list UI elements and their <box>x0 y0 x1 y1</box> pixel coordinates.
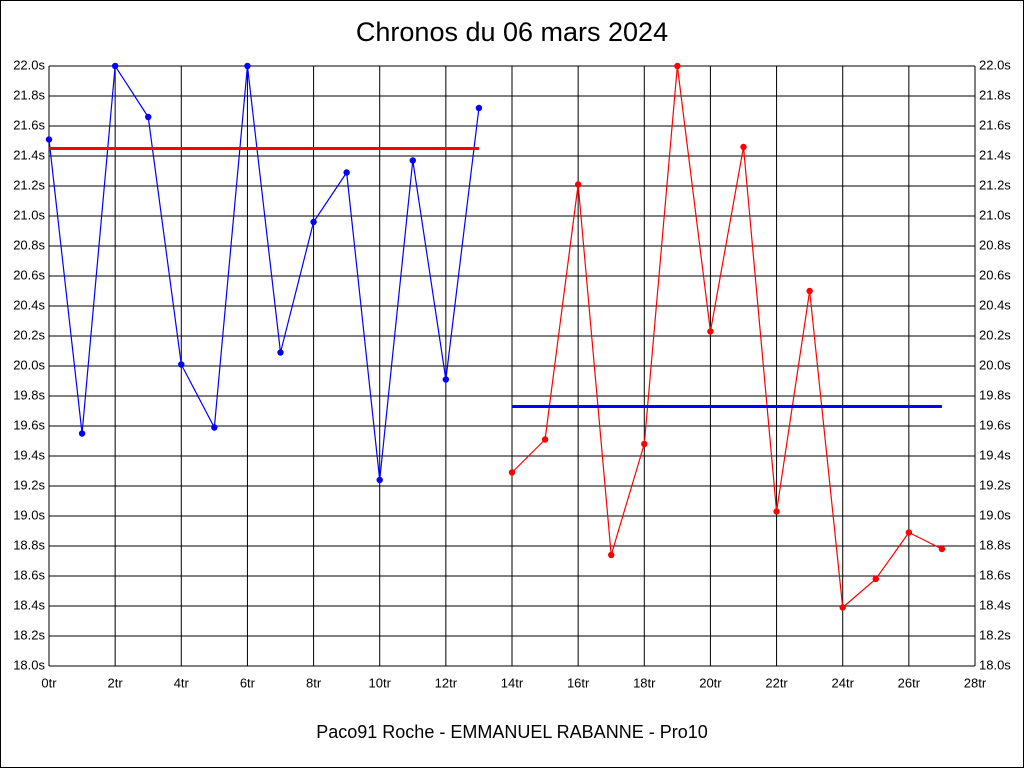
x-tick-label: 2tr <box>108 675 124 690</box>
point <box>178 361 185 368</box>
y2-tick-label: 21.2s <box>979 177 1011 192</box>
x-tick-label: 6tr <box>240 675 256 690</box>
point <box>145 113 152 121</box>
y-tick-label: 18.2s <box>13 627 45 642</box>
y-tick-label: 21.2s <box>13 177 45 192</box>
y2-tick-label: 20.6s <box>979 267 1011 282</box>
point <box>111 62 119 70</box>
point <box>475 104 483 112</box>
x-tick-label: 14tr <box>501 675 524 690</box>
point <box>641 440 648 448</box>
point <box>376 476 383 484</box>
y-tick-label: 19.4s <box>13 447 45 462</box>
point <box>244 62 251 70</box>
y2-tick-label: 21.0s <box>979 207 1011 222</box>
y-tick-label: 20.4s <box>13 297 45 312</box>
x-tick-label: 26tr <box>898 675 921 690</box>
y2-tick-label: 18.8s <box>979 537 1011 552</box>
y2-tick-label: 20.4s <box>979 297 1011 312</box>
y-tick-label: 20.0s <box>13 357 45 372</box>
point <box>442 376 450 383</box>
y2-tick-label: 19.6s <box>979 417 1011 432</box>
y-tick-label: 21.8s <box>13 87 45 102</box>
y-tick-label: 22.0s <box>13 57 45 72</box>
y2-tick-label: 19.8s <box>979 387 1011 402</box>
x-tick-label: 22tr <box>765 675 788 690</box>
y2-tick-label: 19.0s <box>979 507 1011 522</box>
point <box>806 287 813 295</box>
y-tick-label: 18.0s <box>13 657 45 672</box>
x-tick-label: 20tr <box>699 675 722 690</box>
y-tick-label: 21.6s <box>13 117 45 132</box>
point <box>343 169 350 176</box>
y-tick-label: 18.6s <box>13 567 45 582</box>
x-tick-label: 8tr <box>306 675 322 690</box>
y-tick-label: 20.2s <box>13 327 45 342</box>
y2-tick-label: 18.4s <box>979 597 1011 612</box>
point <box>674 62 681 70</box>
x-tick-label: 0tr <box>41 675 57 690</box>
y2-tick-label: 21.4s <box>979 147 1011 162</box>
point <box>740 143 747 151</box>
x-tick-label: 28tr <box>964 675 987 690</box>
x-tick-label: 4tr <box>174 675 190 690</box>
y2-tick-label: 21.6s <box>979 117 1011 132</box>
y-tick-label: 20.8s <box>13 237 45 252</box>
point <box>211 424 218 431</box>
y-tick-label: 20.6s <box>13 267 45 282</box>
point <box>938 545 946 553</box>
point <box>45 136 53 143</box>
point <box>277 349 284 356</box>
y2-tick-label: 18.2s <box>979 627 1011 642</box>
x-tick-label: 24tr <box>832 675 855 690</box>
y2-tick-label: 21.8s <box>979 87 1011 102</box>
series-line <box>48 64 480 481</box>
x-tick-label: 16tr <box>567 675 590 690</box>
series-line <box>511 65 943 609</box>
point <box>905 529 913 536</box>
point <box>707 328 714 335</box>
y2-tick-label: 20.8s <box>979 237 1011 252</box>
chart-subtitle: Paco91 Roche - EMMANUEL RABANNE - Pro10 <box>316 722 707 742</box>
x-tick-label: 18tr <box>633 675 656 690</box>
y-tick-label: 19.8s <box>13 387 45 402</box>
y-tick-label: 21.4s <box>13 147 45 162</box>
y-tick-label: 19.6s <box>13 417 45 432</box>
point <box>608 551 615 559</box>
point <box>78 430 86 437</box>
y2-tick-label: 20.2s <box>979 327 1011 342</box>
point <box>872 575 879 583</box>
y2-tick-label: 22.0s <box>979 57 1011 72</box>
y2-tick-label: 20.0s <box>979 357 1011 372</box>
point <box>508 469 516 476</box>
y-tick-label: 18.4s <box>13 597 45 612</box>
point <box>409 157 416 164</box>
y2-tick-label: 18.6s <box>979 567 1011 582</box>
y2-tick-label: 19.4s <box>979 447 1011 462</box>
point <box>574 181 582 188</box>
chart-title: Chronos du 06 mars 2024 <box>356 17 668 47</box>
point <box>541 436 549 443</box>
x-tick-label: 10tr <box>369 675 392 690</box>
point <box>310 218 317 226</box>
point <box>839 604 846 611</box>
y-tick-label: 19.2s <box>13 477 45 492</box>
y-tick-label: 21.0s <box>13 207 45 222</box>
y-tick-label: 18.8s <box>13 537 45 552</box>
y2-tick-label: 19.2s <box>979 477 1011 492</box>
y-tick-label: 19.0s <box>13 507 45 522</box>
point <box>773 508 780 515</box>
x-tick-label: 12tr <box>435 675 458 690</box>
y2-tick-label: 18.0s <box>979 657 1011 672</box>
